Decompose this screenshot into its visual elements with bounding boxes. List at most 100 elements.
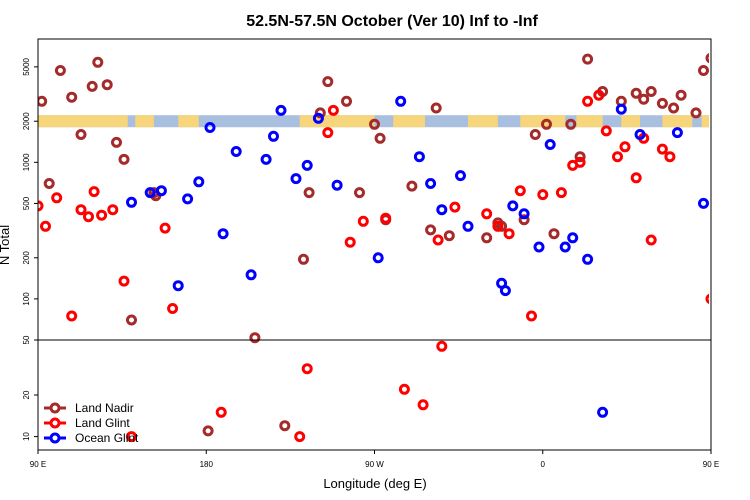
land-nadir-point	[430, 102, 442, 114]
land-glint-point	[417, 399, 429, 411]
land-nadir-point	[54, 65, 66, 76]
ocean-glint-point	[290, 173, 302, 185]
land-nadir-point	[425, 224, 437, 236]
ocean-glint-point	[144, 187, 156, 199]
land-glint-point	[656, 143, 668, 155]
land-band-segment	[135, 115, 154, 128]
land-glint-point	[537, 189, 549, 201]
ocean-glint-point	[455, 170, 466, 182]
ocean-glint-point	[499, 285, 511, 297]
land-nadir-point	[630, 87, 642, 99]
land-nadir-point	[303, 187, 315, 199]
land-glint-point	[514, 185, 526, 197]
land-band-segment	[38, 115, 128, 128]
ocean-glint-point	[597, 406, 609, 418]
land-nadir-point	[548, 228, 560, 240]
ocean-glint-point	[245, 269, 257, 281]
land-glint-point	[741, 222, 749, 230]
y-tick-label: 2000	[22, 112, 31, 130]
land-glint-point	[481, 208, 493, 220]
ocean-glint-point	[372, 252, 384, 264]
ocean-glint-point	[582, 253, 594, 265]
land-glint-point	[380, 212, 392, 224]
land-nadir-point	[675, 89, 687, 101]
land-glint-point	[344, 236, 356, 248]
ocean-glint-point	[413, 151, 425, 163]
land-nadir-legend-marker	[49, 402, 61, 414]
land-glint-point	[126, 431, 137, 443]
ocean-glint-point	[155, 185, 167, 197]
land-nadir-point	[126, 314, 137, 326]
land-glint-point	[159, 222, 171, 234]
land-glint-point	[432, 234, 444, 246]
land-nadir-point	[656, 97, 668, 109]
ocean-glint-point	[126, 196, 137, 208]
land-glint-point	[51, 192, 63, 204]
ocean-glint-legend-label: Ocean Glint	[75, 431, 139, 445]
y-tick-label: 500	[22, 196, 31, 210]
land-nadir-point	[202, 474, 210, 482]
land-nadir-point	[249, 332, 261, 344]
land-nadir-point	[698, 65, 709, 76]
land-glint-point	[600, 125, 612, 137]
ocean-glint-legend-marker	[49, 432, 61, 444]
land-nadir-point	[314, 107, 326, 119]
ocean-glint-point	[634, 129, 646, 140]
ocean-glint-point	[507, 200, 519, 212]
x-tick-label: 180	[200, 460, 214, 469]
land-nadir-point	[582, 53, 594, 65]
land-glint-point	[83, 211, 94, 223]
land-glint-point	[66, 310, 78, 322]
land-nadir-point	[66, 91, 78, 103]
land-band-segment	[393, 115, 425, 128]
ocean-glint-point	[275, 104, 287, 116]
ocean-glint-point	[462, 220, 474, 232]
land-nadir-point	[92, 56, 104, 68]
ocean-glint-point	[698, 197, 709, 209]
ocean-glint-point	[395, 95, 407, 107]
y-tick-label: 5000	[22, 57, 31, 75]
land-nadir-point	[111, 136, 122, 148]
land-glint-point	[436, 340, 448, 352]
ocean-glint-point	[204, 122, 216, 133]
axes	[37, 38, 712, 451]
land-band-segment	[662, 115, 693, 128]
land-glint-point	[449, 201, 461, 213]
land-glint-point	[322, 127, 334, 139]
land-nadir-point	[322, 76, 334, 88]
land-band-segment	[621, 115, 640, 128]
plot-frame	[37, 38, 712, 451]
land-glint-point	[612, 151, 623, 163]
ocean-glint-point	[301, 159, 313, 171]
land-glint-point	[96, 209, 108, 221]
land-nadir-point	[737, 180, 745, 188]
land-nadir-point	[638, 93, 650, 105]
land-nadir-point	[726, 99, 734, 107]
land-nadir-point	[369, 118, 380, 130]
land-glint-point	[503, 228, 515, 240]
land-nadir-point	[279, 420, 291, 432]
y-tick-label: 10	[22, 432, 31, 441]
land-nadir-point	[518, 214, 530, 226]
land-nadir-point	[443, 230, 455, 242]
land-glint-point	[327, 104, 339, 116]
y-tick-label: 20	[22, 390, 31, 399]
land-nadir-point	[354, 187, 365, 199]
land-nadir-point	[341, 95, 352, 107]
land-nadir-point	[574, 151, 586, 163]
land-glint-point	[492, 220, 504, 232]
land-nadir-point	[645, 86, 657, 97]
ocean-glint-point	[615, 103, 627, 115]
ocean-glint-point	[567, 232, 579, 244]
land-nadir-point	[565, 118, 577, 130]
land-nadir-point	[101, 79, 113, 91]
land-glint-point	[88, 186, 100, 198]
ocean-glint-point	[230, 146, 242, 157]
ocean-glint-point	[518, 208, 530, 220]
ocean-glint-point	[217, 228, 229, 240]
land-nadir-point	[705, 52, 709, 64]
ocean-glint-point	[559, 241, 571, 253]
chart-title: 52.5N-57.5N October (Ver 10) Inf to -Inf	[246, 13, 538, 30]
ocean-glint-point	[436, 204, 448, 216]
